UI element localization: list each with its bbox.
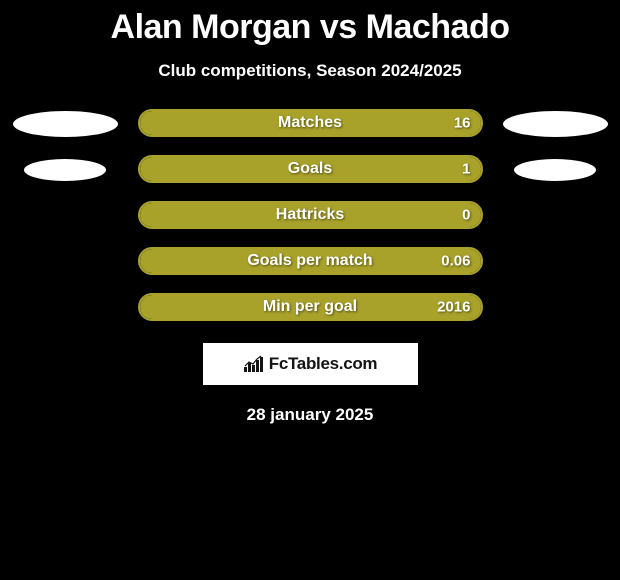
page-subtitle: Club competitions, Season 2024/2025 xyxy=(158,61,461,81)
stat-bar-value: 0 xyxy=(462,207,470,224)
right-ellipse-column xyxy=(503,109,608,181)
page-title: Alan Morgan vs Machado xyxy=(111,8,510,47)
stat-bar-hattricks: Hattricks 0 xyxy=(138,201,483,229)
stat-bars: Matches 16 Goals 1 Hattricks 0 Goals per… xyxy=(138,109,483,321)
stat-bar-value: 2016 xyxy=(437,299,470,316)
fctables-logo[interactable]: FcTables.com xyxy=(203,343,418,385)
bar-chart-icon xyxy=(243,355,265,373)
stat-bar-label: Goals per match xyxy=(247,252,372,270)
left-ellipse-column xyxy=(13,109,118,181)
left-ellipse-1 xyxy=(13,111,118,137)
stats-area: Matches 16 Goals 1 Hattricks 0 Goals per… xyxy=(0,109,620,321)
logo-text: FcTables.com xyxy=(269,354,378,374)
stat-bar-label: Min per goal xyxy=(263,298,357,316)
stat-bar-value: 0.06 xyxy=(441,253,470,270)
stat-bar-label: Hattricks xyxy=(276,206,344,224)
stat-bar-label: Goals xyxy=(288,160,332,178)
stat-bar-goals: Goals 1 xyxy=(138,155,483,183)
right-ellipse-2 xyxy=(514,159,596,181)
stat-bar-min-per-goal: Min per goal 2016 xyxy=(138,293,483,321)
date-label: 28 january 2025 xyxy=(247,405,374,425)
stat-bar-value: 1 xyxy=(462,161,470,178)
comparison-infographic: Alan Morgan vs Machado Club competitions… xyxy=(0,0,620,425)
right-ellipse-1 xyxy=(503,111,608,137)
stat-bar-label: Matches xyxy=(278,114,342,132)
stat-bar-matches: Matches 16 xyxy=(138,109,483,137)
stat-bar-value: 16 xyxy=(454,115,471,132)
stat-bar-goals-per-match: Goals per match 0.06 xyxy=(138,247,483,275)
left-ellipse-2 xyxy=(24,159,106,181)
